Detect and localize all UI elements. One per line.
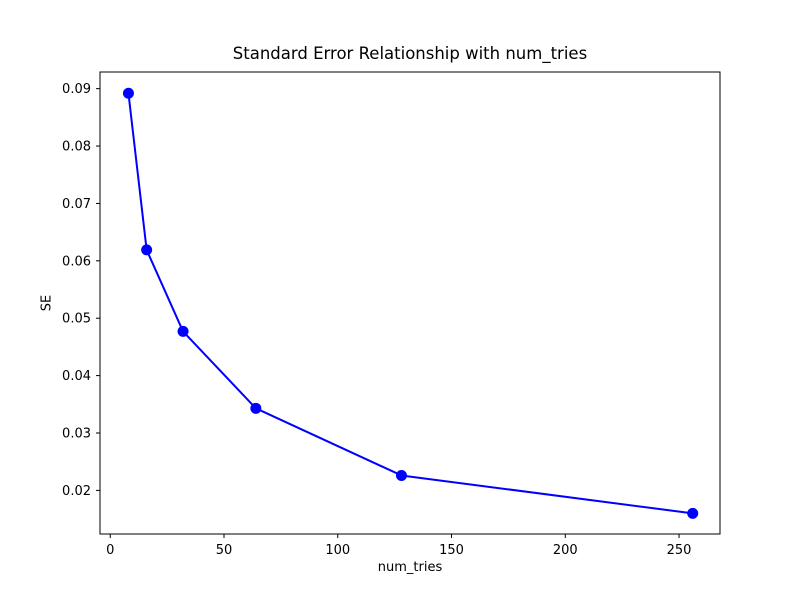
data-point-marker (250, 402, 262, 414)
x-tick-label: 250 (667, 543, 692, 558)
axes-frame (99, 71, 721, 535)
y-tick-label: 0.02 (62, 484, 91, 499)
x-tick-label: 0 (106, 543, 114, 558)
y-tick-label: 0.04 (62, 369, 91, 384)
y-tick-label: 0.08 (62, 140, 91, 155)
data-point-marker (687, 507, 699, 519)
y-axis-label-text: SE (39, 294, 55, 312)
se-line-series (127, 93, 693, 515)
chart-title: Standard Error Relationship with num_tri… (232, 44, 588, 63)
x-tick-label: 100 (325, 543, 350, 558)
x-axis-label: num_tries (377, 560, 443, 575)
y-tick-label: 0.09 (62, 82, 91, 97)
data-point-marker (141, 244, 153, 256)
x-tick-label: 200 (553, 543, 578, 558)
y-tick-label: 0.03 (62, 426, 91, 441)
y-tick-label: 0.05 (62, 312, 91, 327)
y-tick-label: 0.06 (62, 254, 91, 269)
data-point-marker (122, 87, 134, 99)
x-tick-label: 150 (439, 543, 464, 558)
data-point-marker (177, 325, 189, 337)
y-tick-label: 0.07 (62, 197, 91, 212)
x-tick-label: 50 (216, 543, 233, 558)
data-point-marker (395, 469, 407, 481)
